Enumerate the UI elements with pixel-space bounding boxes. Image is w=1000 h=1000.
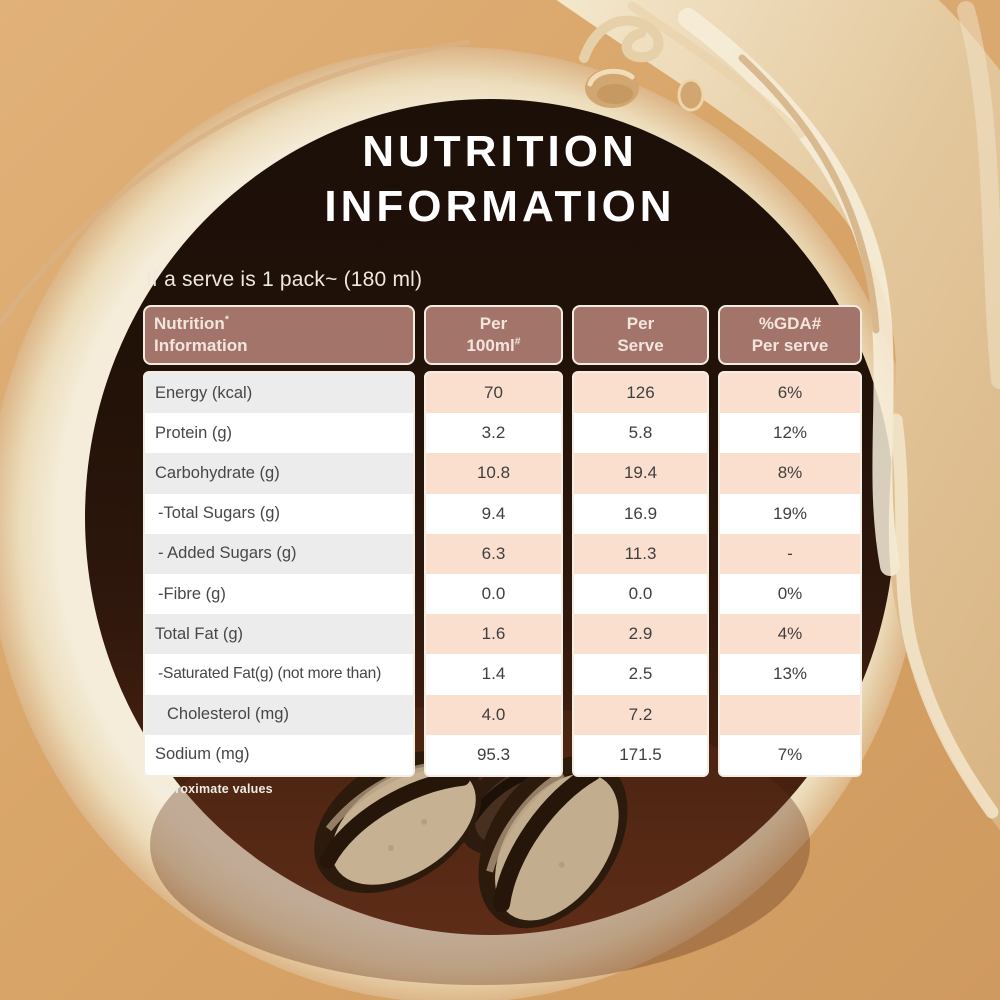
header-line: Information (154, 336, 248, 355)
value-per-serve: 16.9 (574, 493, 707, 534)
header-per-100ml: Per 100ml# (424, 305, 563, 365)
milk-splash (556, 0, 1000, 831)
header-nutrition-information: Nutrition* Information (143, 305, 415, 365)
value-per-100ml: 3.2 (426, 413, 561, 454)
header-line: Per (479, 313, 508, 333)
value-per-100ml: 4.0 (426, 694, 561, 735)
value-per-serve: 2.9 (574, 614, 707, 655)
milk-swirl-line (0, 39, 471, 328)
value-per-100ml: 10.8 (426, 453, 561, 494)
value-gda (720, 694, 860, 735)
row-label-added-sugars: - Added Sugars (g) (145, 533, 413, 574)
milk-droplet-large-icon (585, 68, 639, 108)
header-line: Serve (617, 336, 664, 355)
header-line: Per serve (751, 336, 829, 355)
value-gda: 4% (720, 614, 860, 655)
title-line-1: NUTRITION (362, 127, 638, 176)
header-text: 100ml (466, 336, 515, 355)
value-gda: 6% (720, 373, 860, 414)
value-per-serve: 126 (574, 373, 707, 414)
value-per-100ml: 70 (426, 373, 561, 414)
value-per-serve: 5.8 (574, 413, 707, 454)
page-title: NUTRITION INFORMATION (0, 124, 1000, 234)
value-per-100ml: 6.3 (426, 533, 561, 574)
milk-droplet-small-icon (677, 78, 705, 112)
value-per-serve: 7.2 (574, 694, 707, 735)
serve-size-note: If a serve is 1 pack~ (180 ml) (146, 268, 423, 291)
column-per-serve: Per Serve 126 5.8 19.4 16.9 11.3 0.0 2.9… (572, 305, 709, 777)
title-line-2: INFORMATION (324, 182, 676, 231)
header-line: 100ml# (466, 335, 520, 357)
column-nutrient: Nutrition* Information Energy (kcal) Pro… (143, 305, 415, 777)
header-per-serve: Per Serve (572, 305, 709, 365)
per-serve-values-card: 126 5.8 19.4 16.9 11.3 0.0 2.9 2.5 7.2 1… (572, 371, 709, 777)
column-per-100ml: Per 100ml# 70 3.2 10.8 9.4 6.3 0.0 1.6 1… (424, 305, 563, 777)
value-per-serve: 11.3 (574, 533, 707, 574)
row-label-fibre: -Fibre (g) (145, 573, 413, 615)
header-line: %GDA# (758, 313, 822, 333)
value-per-serve: 2.5 (574, 654, 707, 695)
value-per-100ml: 1.4 (426, 654, 561, 695)
row-label-energy: Energy (kcal) (145, 373, 413, 414)
coffee-bean-left-icon (314, 750, 482, 894)
value-gda: 8% (720, 453, 860, 494)
row-label-cholesterol: Cholesterol (mg) (145, 694, 413, 735)
value-gda: 0% (720, 573, 860, 615)
approximate-values-footnote: *Approximate values (147, 781, 273, 796)
header-gda-per-serve: %GDA# Per serve (718, 305, 862, 365)
header-footnote-mark: # (514, 335, 521, 348)
column-gda-per-serve: %GDA# Per serve 6% 12% 8% 19% - 0% 4% 13… (718, 305, 862, 777)
value-gda: 12% (720, 413, 860, 454)
row-label-sodium: Sodium (mg) (145, 734, 413, 775)
value-gda: 7% (720, 734, 860, 775)
header-line: Per (626, 313, 655, 333)
splash-tendril (579, 15, 664, 63)
row-label-total-sugars: -Total Sugars (g) (145, 493, 413, 534)
value-per-100ml: 0.0 (426, 573, 561, 615)
value-per-serve: 0.0 (574, 573, 707, 615)
value-gda: 19% (720, 493, 860, 534)
row-label-carbohydrate: Carbohydrate (g) (145, 453, 413, 494)
value-per-100ml: 95.3 (426, 734, 561, 775)
footnote-text: Approximate values (150, 782, 273, 797)
nutrition-table: Nutrition* Information Energy (kcal) Pro… (143, 305, 862, 777)
header-line: Nutrition* (154, 313, 229, 335)
header-footnote-mark: * (224, 312, 229, 325)
row-label-total-fat: Total Fat (g) (145, 614, 413, 655)
value-per-100ml: 1.6 (426, 614, 561, 655)
footnote-mark: * (147, 781, 151, 790)
value-per-serve: 19.4 (574, 453, 707, 494)
row-label-protein: Protein (g) (145, 413, 413, 454)
coffee-bean-right-icon (478, 755, 628, 929)
nutrient-labels-card: Energy (kcal) Protein (g) Carbohydrate (… (143, 371, 415, 777)
value-per-100ml: 9.4 (426, 493, 561, 534)
row-label-saturated-fat: -Saturated Fat(g) (not more than) (145, 654, 413, 695)
value-gda: - (720, 533, 860, 574)
header-text: Nutrition (154, 313, 225, 333)
value-per-serve: 171.5 (574, 734, 707, 775)
gda-values-card: 6% 12% 8% 19% - 0% 4% 13% 7% (718, 371, 862, 777)
value-gda: 13% (720, 654, 860, 695)
per-100ml-values-card: 70 3.2 10.8 9.4 6.3 0.0 1.6 1.4 4.0 95.3 (424, 371, 563, 777)
